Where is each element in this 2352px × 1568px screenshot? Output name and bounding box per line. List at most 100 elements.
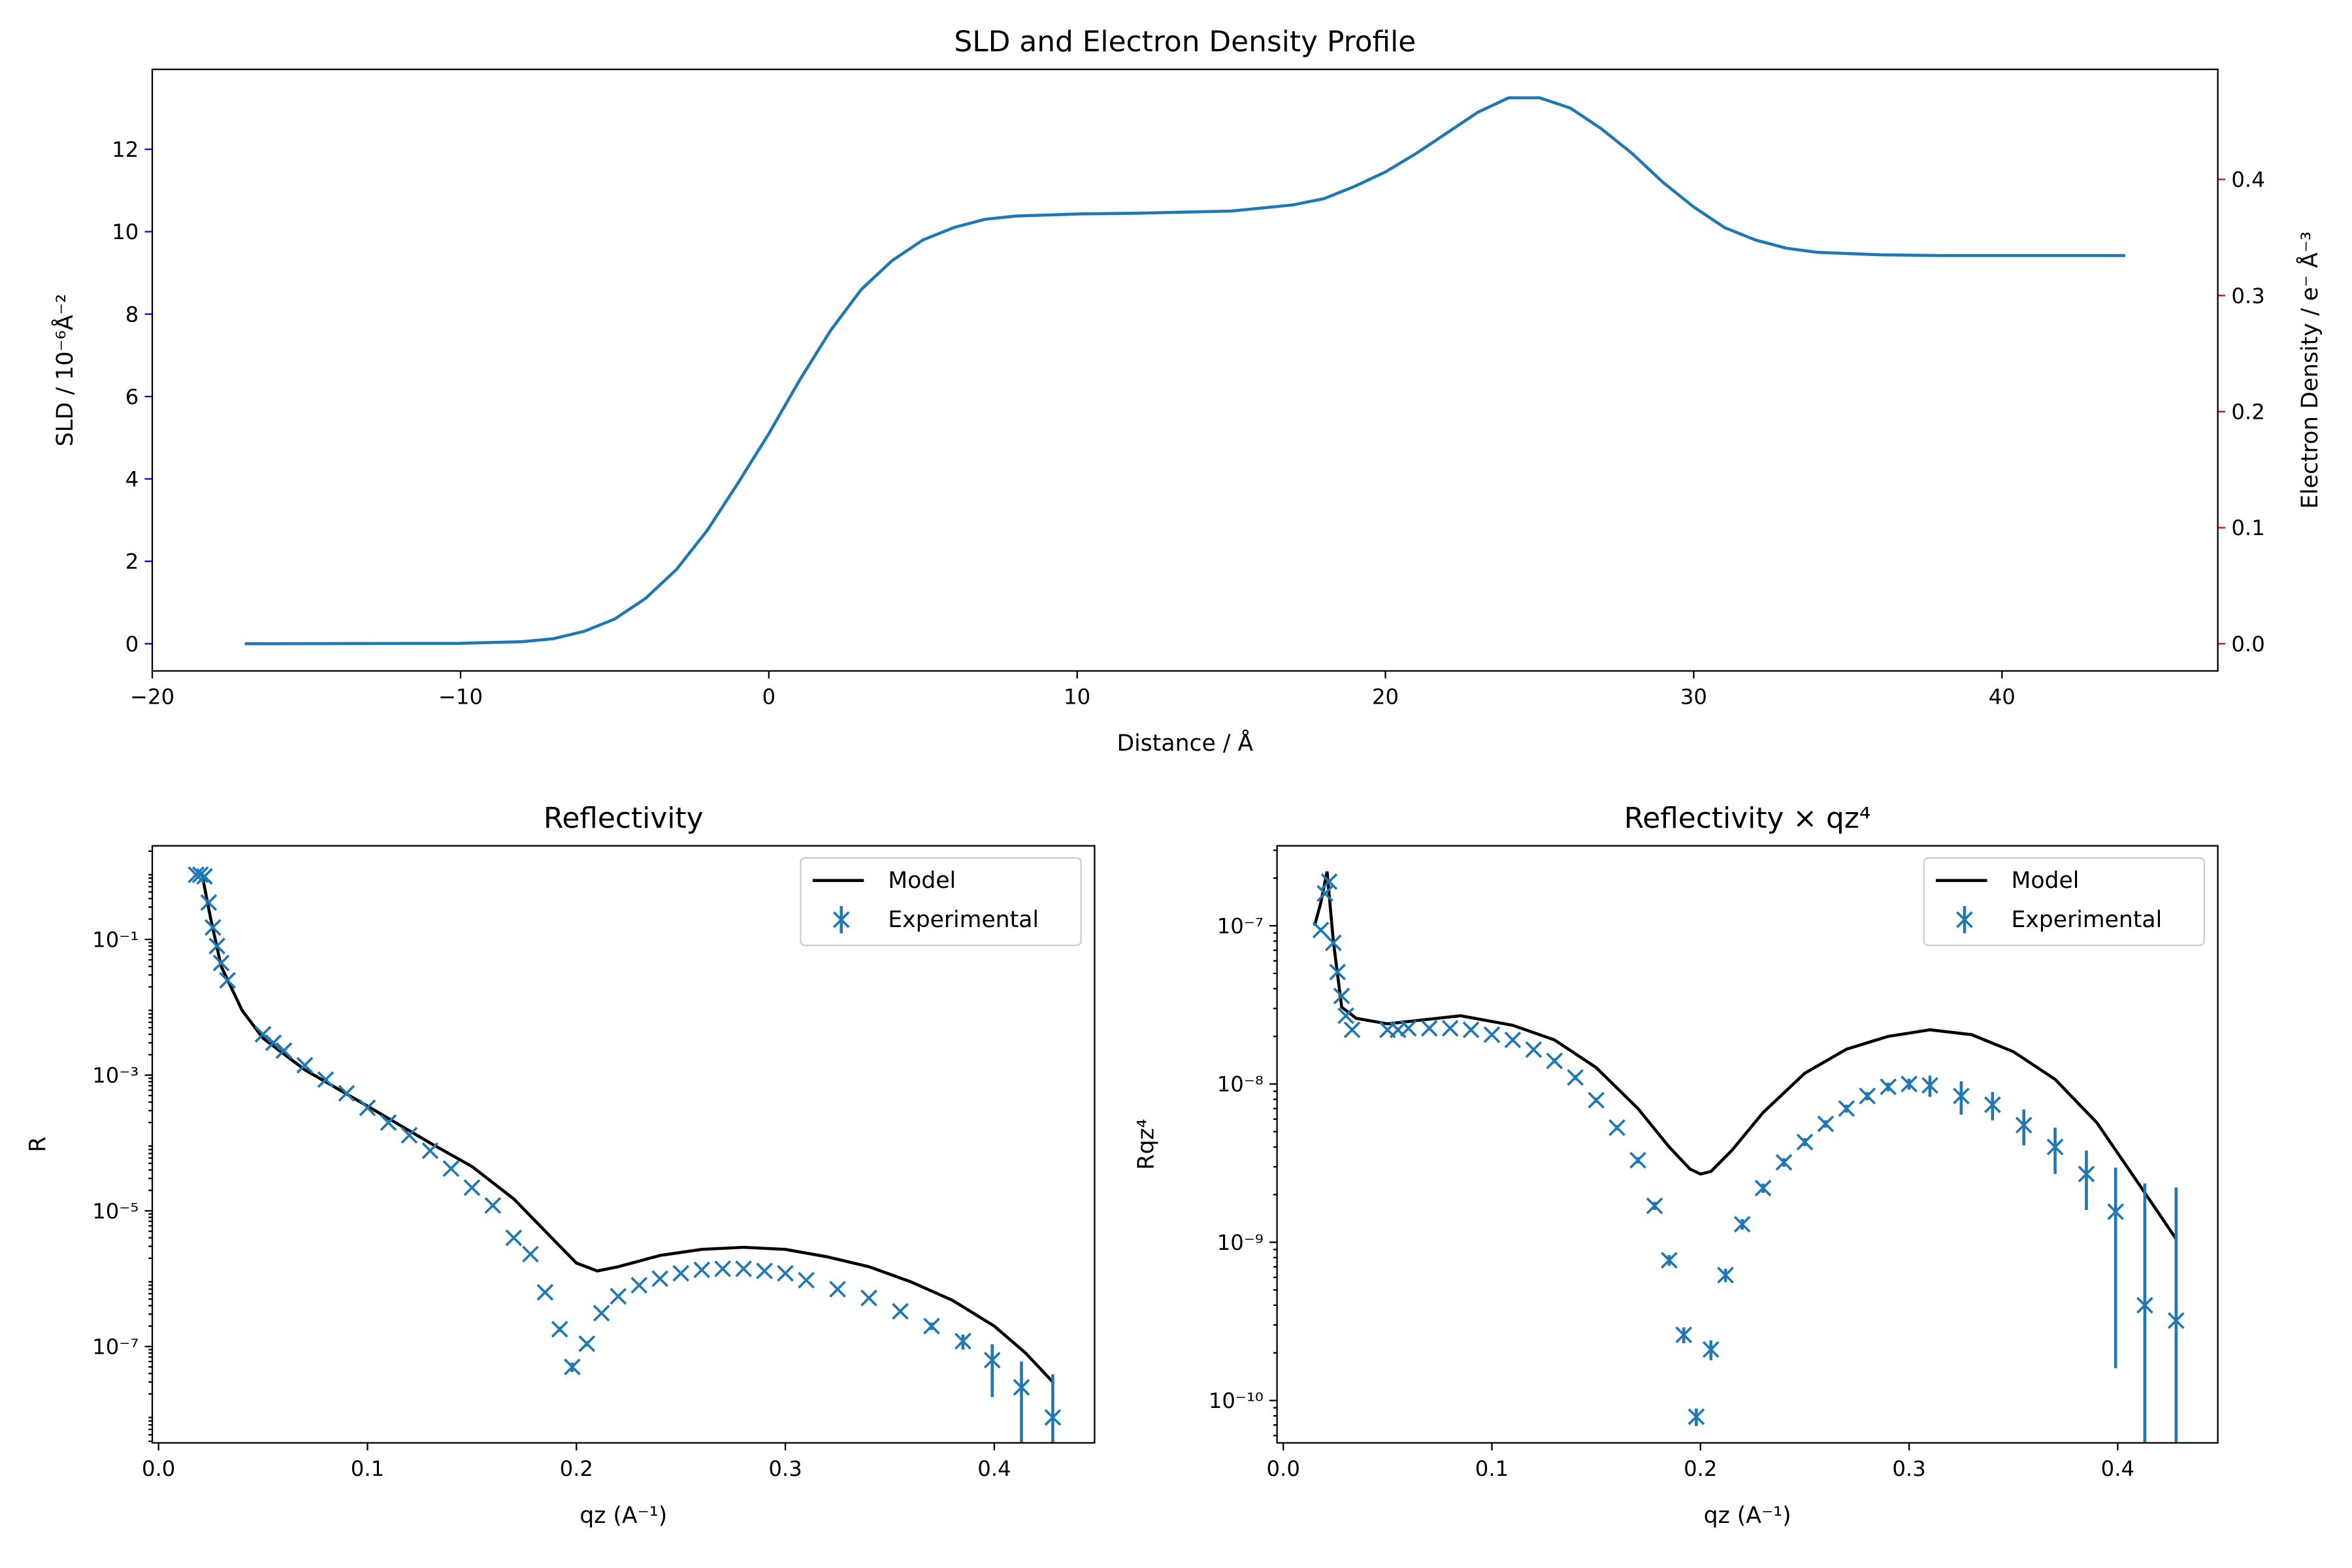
marker [296,1056,314,1074]
y-tick-label: 10⁻⁷ [92,1335,139,1360]
marker [1921,1077,1938,1094]
y-tick-label: 8 [125,302,139,327]
marker [1817,1115,1835,1133]
marker [1717,1266,1734,1284]
x-axis-label: Distance / Å [1117,728,1254,757]
legend-box [800,857,1082,947]
marker [551,1320,568,1338]
marker [484,1197,502,1214]
marker [1567,1069,1584,1086]
marker [1838,1100,1855,1117]
marker [1775,1154,1793,1171]
marker [1316,885,1333,902]
data-line [201,875,1054,1383]
x-tick-label: 20 [1372,685,1399,710]
marker [442,1160,460,1177]
marker [1441,1020,1459,1037]
marker [1629,1151,1646,1169]
marker [1337,1007,1354,1024]
marker [1880,1078,1897,1096]
y2-axis-label: Electron Density / e⁻ Å⁻³ [2295,231,2323,509]
marker [1399,1020,1417,1037]
marker [564,1358,581,1376]
marker [1956,911,1973,928]
legend-label: Experimental [888,907,1039,933]
marker [1661,1252,1678,1269]
marker [1546,1052,1563,1070]
marker [610,1288,627,1305]
marker [1504,1031,1522,1049]
y2-tick-label: 0.0 [2231,632,2264,657]
marker [219,972,237,989]
marker [1796,1134,1814,1151]
marker [735,1260,752,1277]
marker [1702,1341,1720,1358]
marker [359,1099,376,1117]
marker [1013,1379,1030,1396]
x-tick-label: 0.2 [1684,1456,1717,1481]
marker [714,1260,731,1277]
marker [1483,1026,1501,1043]
marker [693,1261,711,1279]
marker [630,1277,648,1294]
marker [1044,1409,1062,1426]
marker [1733,1215,1751,1233]
marker [317,1071,335,1088]
marker [212,955,230,972]
marker [1588,1092,1605,1109]
legend-label: Model [2011,868,2079,894]
marker [275,1042,293,1059]
marker [1688,1408,1705,1426]
y-axis-label: Rqz⁴ [1133,1119,1159,1170]
marker [338,1085,355,1102]
marker [651,1270,669,1287]
marker [1324,934,1342,951]
marker [1343,1021,1361,1039]
marker [265,1034,282,1051]
y-tick-label: 12 [112,137,139,162]
chart-title: Reflectivity [544,802,704,835]
plot-area [188,866,1062,1443]
y-tick-label: 10⁻⁸ [1217,1072,1264,1097]
marker [2046,1138,2064,1156]
chart-title: Reflectivity × qz⁴ [1624,802,1871,835]
marker [860,1289,877,1307]
marker [1859,1087,1876,1105]
marker [208,938,226,955]
marker [2078,1166,2095,1183]
y-tick-label: 10⁻⁹ [1217,1230,1264,1255]
axes-frame [151,845,1096,1444]
marker [1754,1179,1772,1197]
x-tick-label: 10 [1064,685,1090,710]
legend-label: Experimental [2011,907,2162,933]
x-tick-label: 0.0 [142,1456,175,1481]
marker [892,1303,909,1320]
marker [955,1332,972,1350]
y-tick-label: 10 [112,220,139,244]
marker [923,1317,940,1335]
marker [196,868,213,885]
x-tick-label: −10 [438,685,483,710]
chart-title: SLD and Electron Density Profile [954,25,1416,58]
y-tick-label: 10⁻⁷ [1217,914,1264,939]
marker [2136,1296,2153,1314]
marker [505,1229,523,1247]
data-line [244,96,2126,645]
marker [983,1351,1001,1369]
y2-tick-label: 0.1 [2231,515,2264,540]
y-tick-label: 10⁻³ [92,1063,139,1088]
marker [254,1026,272,1043]
y-tick-label: 6 [125,384,139,409]
y-tick-label: 0 [125,632,139,657]
y2-tick-label: 0.2 [2231,400,2264,425]
plot-area [1312,871,2185,1443]
marker [798,1271,815,1289]
y-tick-label: 2 [125,549,139,574]
marker [1675,1326,1693,1343]
marker [1320,873,1338,890]
marker [1333,987,1350,1005]
x-tick-label: −20 [130,685,174,710]
